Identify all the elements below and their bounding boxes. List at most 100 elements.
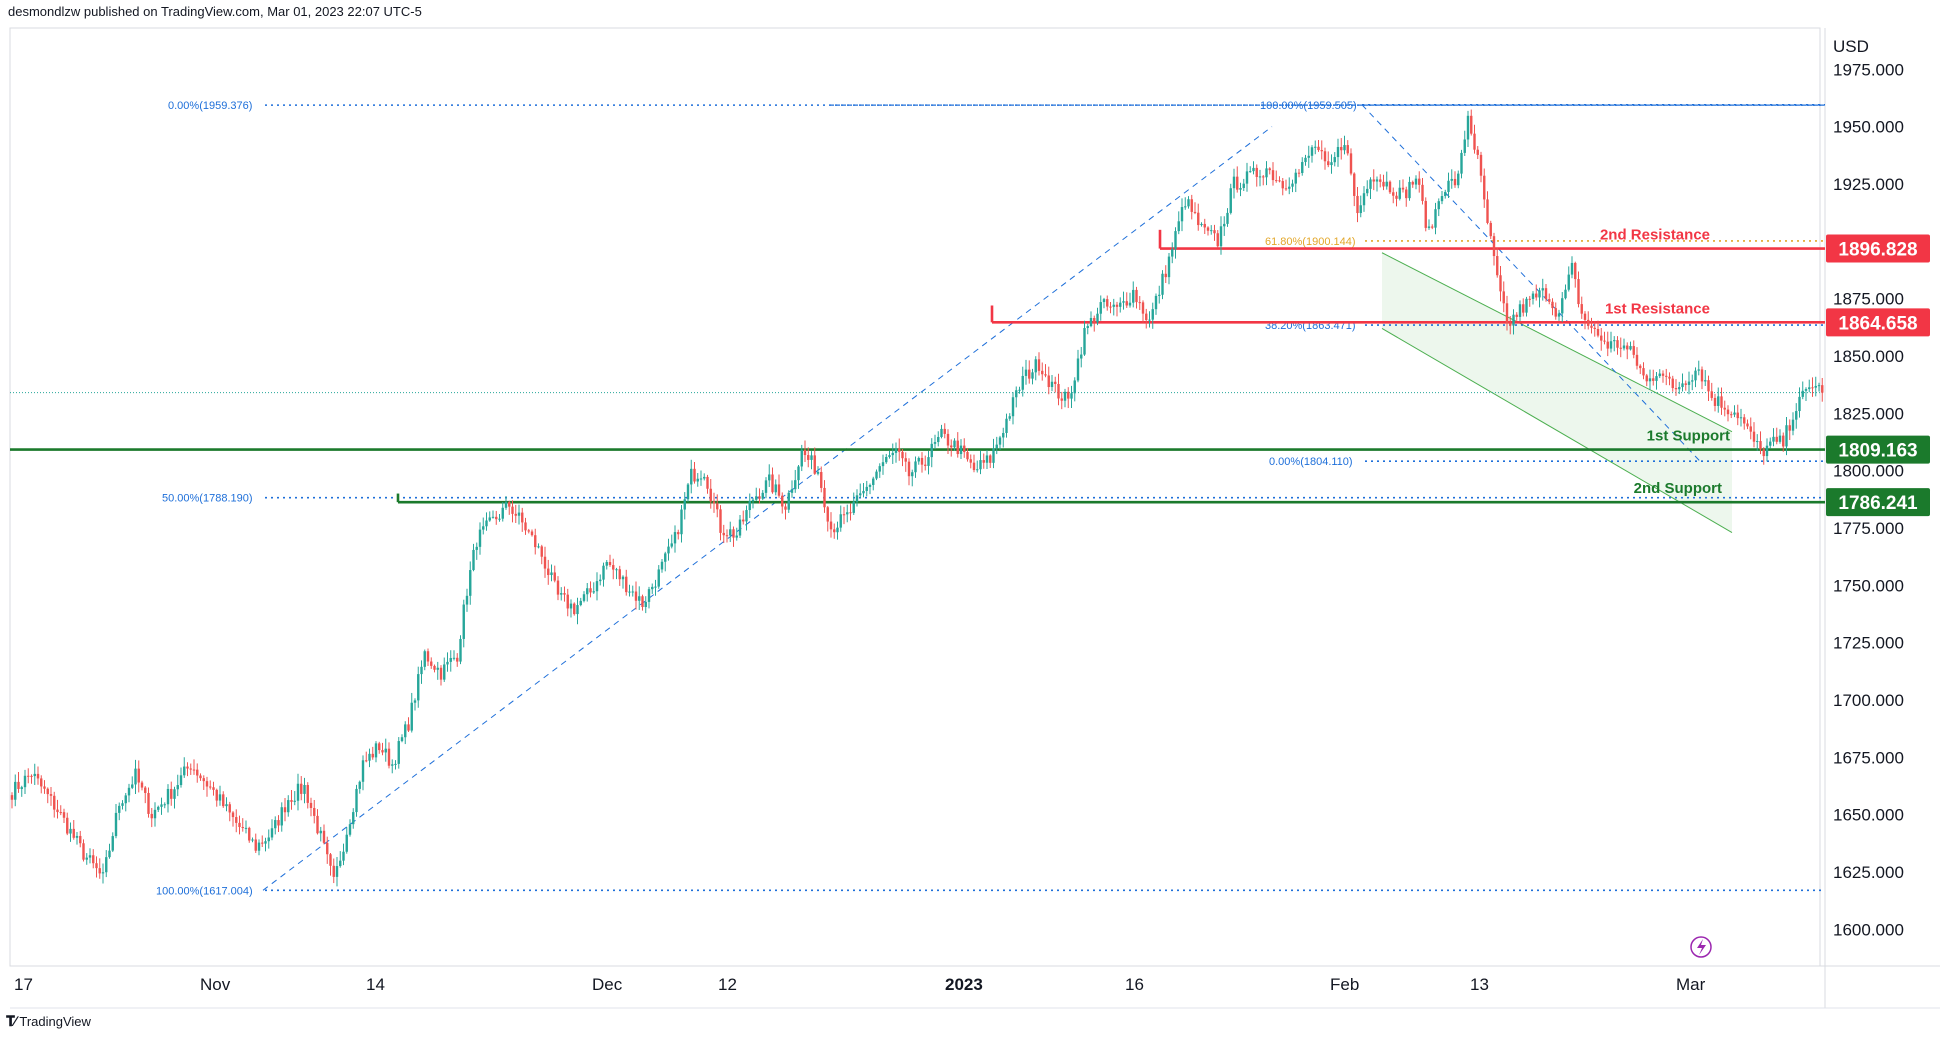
candle-body: [358, 781, 361, 789]
candle-body: [147, 792, 150, 814]
candle-body: [1096, 313, 1099, 323]
candle-body: [92, 855, 95, 864]
candle-body: [14, 781, 17, 800]
candle-body: [621, 576, 625, 580]
fibonacci-retracements: 0.00%(1959.376) 50.00%(1788.190) 100.00%(1…: [156, 100, 1825, 897]
candle-body: [17, 781, 20, 789]
candle-body: [85, 857, 88, 860]
candle-body: [1258, 176, 1262, 178]
candle-body: [1008, 416, 1011, 419]
candle-body: [595, 581, 599, 592]
candle-body: [907, 461, 911, 477]
candle-body: [137, 768, 140, 783]
candle-body: [862, 490, 865, 494]
candle-body: [716, 503, 719, 510]
candle-body: [859, 493, 862, 496]
candle-body: [1791, 419, 1795, 431]
candle-body: [1278, 180, 1281, 182]
price-tag-box: [1826, 234, 1930, 263]
candle-body: [1658, 373, 1661, 377]
candle-body: [693, 468, 696, 482]
candle-body: [644, 601, 647, 607]
candle-body: [407, 724, 410, 731]
candle-body: [36, 773, 40, 779]
candle-body: [943, 428, 946, 434]
candle-body: [335, 866, 339, 877]
price-tick-label: 1600.000: [1833, 920, 1904, 939]
candle-body: [1632, 346, 1635, 355]
candle-body: [846, 512, 849, 515]
candle-body: [1704, 380, 1707, 382]
candle-body: [30, 775, 33, 777]
candle-body: [1021, 375, 1024, 390]
candle-body: [1762, 449, 1765, 457]
candle-body: [1681, 383, 1684, 388]
candle-body: [875, 471, 878, 479]
price-tick-label: 1950.000: [1833, 118, 1904, 137]
candle-body: [209, 786, 212, 788]
price-tick-label: 1975.000: [1833, 60, 1904, 79]
footer-brand[interactable]: 𝐓∕ TradingView: [6, 1013, 91, 1030]
time-tick-label: 17: [14, 975, 33, 994]
candle-body: [1814, 385, 1817, 388]
candle-body: [1661, 373, 1665, 376]
candle-body: [1132, 289, 1135, 303]
candle-body: [287, 800, 290, 813]
candle-body: [1197, 212, 1200, 226]
candle-body: [488, 517, 491, 521]
candle-body: [1466, 115, 1470, 140]
candle-body: [1242, 183, 1245, 188]
candle-body: [1161, 273, 1164, 295]
price-tick-label: 1650.000: [1833, 806, 1904, 825]
candle-body: [1684, 383, 1687, 385]
level-name-label: 2nd Support: [1634, 480, 1722, 497]
price-tick-label: 1875.000: [1833, 290, 1904, 309]
candle-body: [634, 591, 638, 601]
candle-body: [881, 462, 885, 467]
candle-body: [332, 865, 335, 877]
candle-body: [368, 753, 371, 761]
candle-body: [1479, 154, 1483, 176]
candle-body: [1580, 304, 1583, 314]
candle-body: [1190, 199, 1193, 212]
candle-body: [238, 822, 241, 828]
candle-body: [1609, 341, 1613, 349]
candle-body: [1444, 191, 1447, 197]
candle-body: [134, 768, 137, 785]
candle-body: [1359, 205, 1362, 214]
candle-body: [946, 433, 950, 446]
candle-body: [1060, 398, 1063, 401]
candle-body: [1652, 378, 1655, 381]
candle-body: [654, 586, 657, 588]
candle-body: [755, 496, 758, 500]
candle-body: [254, 839, 257, 851]
lightning-icon[interactable]: [1690, 936, 1712, 958]
candle-body: [1343, 145, 1346, 151]
candle-body: [491, 516, 495, 518]
candle-body: [1570, 262, 1574, 275]
candle-body: [400, 737, 404, 742]
time-tick-label: Mar: [1676, 975, 1706, 994]
candle-body: [1210, 230, 1213, 232]
candle-body: [592, 591, 595, 593]
candle-body: [1028, 369, 1031, 379]
candle-body: [498, 518, 501, 520]
candle-body: [995, 444, 998, 449]
candle-body: [631, 591, 634, 593]
candle-body: [1219, 226, 1223, 247]
candle-body: [296, 783, 300, 801]
candle-body: [894, 448, 898, 453]
candle-body: [1710, 391, 1713, 398]
candle-body: [59, 812, 62, 814]
candle-body: [1492, 236, 1496, 257]
candle-body: [1031, 372, 1034, 379]
candle-body: [1362, 193, 1366, 206]
candle-body: [1288, 186, 1291, 189]
candle-body: [1203, 223, 1206, 228]
candle-body: [1746, 423, 1749, 427]
candle-body: [95, 863, 98, 869]
candle-body: [176, 785, 179, 790]
candle-body: [280, 807, 283, 826]
candle-body: [1587, 319, 1590, 326]
candle-body: [1739, 417, 1743, 419]
